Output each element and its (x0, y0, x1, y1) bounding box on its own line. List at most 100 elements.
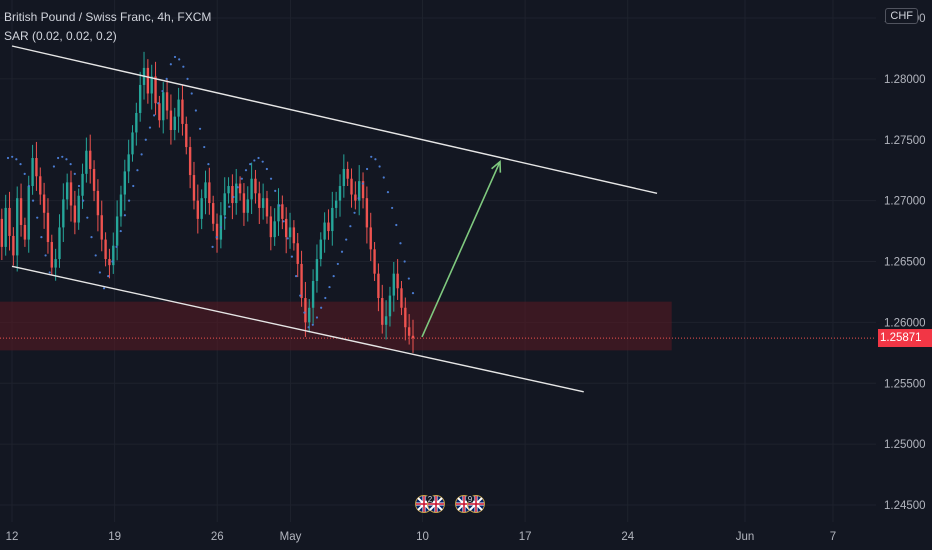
y-tick-label: 1.28000 (884, 74, 926, 86)
legend-symbol-title[interactable]: British Pound / Swiss Franc, 4h, FXCM (4, 10, 212, 24)
sar-dot (153, 114, 156, 117)
candle-body (308, 307, 311, 323)
candle-body (169, 110, 173, 131)
sar-dot (345, 238, 348, 241)
candle-body (208, 182, 211, 204)
currency-badge[interactable]: CHF (885, 8, 918, 24)
candle-body (396, 273, 399, 289)
y-tick-label: 1.24500 (884, 500, 926, 512)
sar-dot (11, 155, 14, 158)
candle-body (46, 212, 50, 243)
candle-body (54, 259, 57, 268)
sar-dot (23, 172, 26, 175)
candle-body (242, 193, 246, 213)
x-tick-label: May (280, 531, 302, 543)
legend-indicator[interactable]: SAR (0.02, 0.02, 0.2) (4, 29, 117, 43)
candle-body (250, 178, 253, 200)
candle-body (77, 195, 80, 223)
sar-dot (15, 158, 18, 161)
candles (0, 51, 415, 353)
candle-body (50, 242, 53, 268)
sar-dot (44, 254, 47, 257)
candle-body (377, 273, 380, 299)
x-tick-label: 24 (621, 531, 634, 543)
candle-body (81, 173, 84, 196)
candle-body (384, 316, 388, 325)
candle-body (381, 298, 384, 325)
candle-body (127, 154, 130, 172)
candle-body (211, 203, 215, 224)
y-tick-label: 1.25500 (884, 378, 926, 390)
candle-body (104, 239, 107, 260)
candle-body (334, 200, 338, 208)
economic-event-uk-flag-icon[interactable]: 2 (414, 494, 446, 514)
candle-body (108, 259, 111, 266)
economic-event-uk-flag-icon[interactable]: 9 (454, 494, 486, 514)
candle-body (265, 198, 269, 217)
sar-dot (361, 182, 364, 185)
sar-dot (123, 214, 127, 217)
price-axis[interactable]: 1.285001.280001.275001.270001.265001.260… (884, 13, 926, 512)
candle-body (227, 186, 230, 194)
sar-dot (382, 176, 385, 179)
candle-body (238, 183, 242, 194)
gridlines (0, 0, 876, 522)
sar-dot (278, 204, 281, 207)
candle-body (39, 176, 42, 195)
candle-body (285, 218, 288, 238)
candle-body (123, 171, 126, 195)
sar-dot (357, 197, 360, 200)
sar-dot (140, 153, 143, 156)
sar-dot (119, 229, 122, 233)
sar-dot (102, 287, 106, 290)
candle-body (42, 194, 46, 213)
candle-body (215, 223, 219, 240)
candle-body (331, 207, 334, 232)
sar-dot (111, 260, 114, 263)
sar-dot (378, 165, 381, 168)
sar-dot (94, 254, 97, 257)
candle-body (89, 150, 92, 169)
sar-dot (48, 271, 51, 274)
sar-dot (144, 138, 147, 141)
candle-body (27, 186, 30, 240)
sar-dot (86, 216, 89, 219)
candle-body (181, 99, 184, 124)
projection-arrow[interactable] (421, 159, 502, 338)
y-tick-label: 1.27500 (884, 135, 926, 147)
sar-dot (328, 285, 331, 289)
candle-body (261, 198, 265, 208)
candle-body (411, 335, 415, 339)
candle-body (204, 182, 207, 199)
candle-body (365, 198, 369, 228)
sar-dot (399, 242, 402, 245)
sar-dot (90, 236, 93, 239)
candle-body (112, 245, 115, 266)
candle-body (146, 67, 150, 94)
channel-lower-line[interactable] (11, 265, 584, 393)
sar-dot (320, 306, 323, 309)
sar-dot (253, 159, 256, 162)
sar-dot (282, 220, 285, 223)
candle-body (100, 215, 103, 240)
channel-upper-line[interactable] (11, 45, 658, 195)
sar-dot (411, 292, 415, 295)
candle-body (269, 216, 273, 238)
candle-body (200, 198, 203, 219)
candle-body (407, 327, 411, 336)
sar-dot (57, 156, 60, 160)
candle-body (12, 235, 15, 256)
sar-dot (353, 211, 356, 214)
candle-body (188, 147, 192, 176)
sar-dot (395, 223, 398, 227)
candle-body (135, 112, 138, 133)
sar-dot (403, 260, 406, 263)
sar-dot (31, 199, 35, 202)
time-axis[interactable]: 12 19 26 May 10 17 24 Jun 7 (6, 531, 837, 543)
candle-body (96, 190, 100, 216)
sar-dot (232, 195, 235, 199)
arrow-shaft (421, 161, 501, 338)
sar-dot (190, 92, 193, 95)
